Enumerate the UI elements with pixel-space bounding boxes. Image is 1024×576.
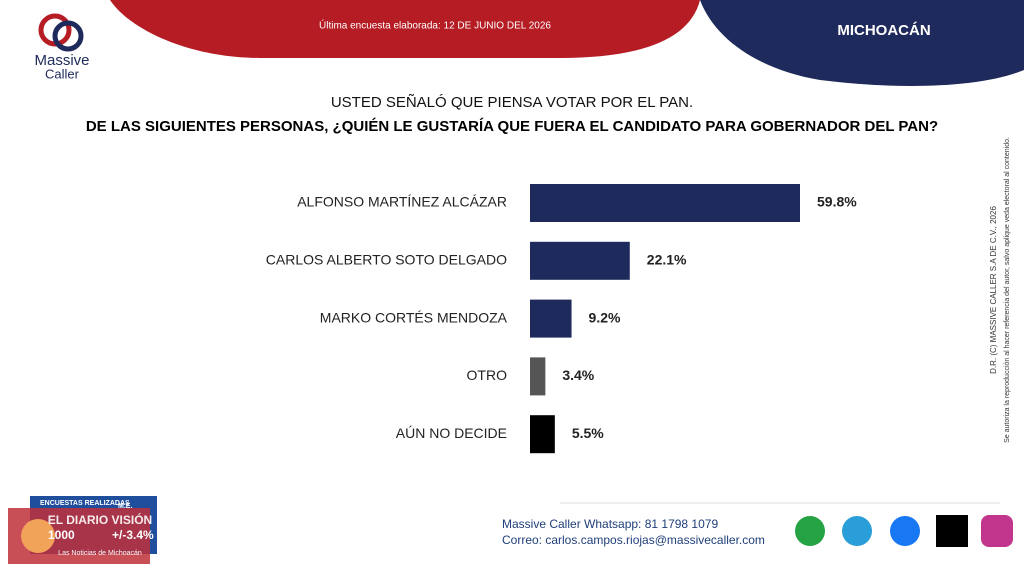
- watermark-logo: [21, 519, 55, 553]
- whatsapp-icon[interactable]: [795, 516, 825, 546]
- value-label: 59.8%: [817, 194, 857, 210]
- logo-text: Massive: [34, 52, 89, 69]
- facebook-icon[interactable]: [890, 516, 920, 546]
- category-label: ALFONSO MARTÍNEZ ALCÁZAR: [297, 194, 507, 210]
- category-label: MARKO CORTÉS MENDOZA: [320, 309, 508, 325]
- side-note-line: D.R. (C) MASSIVE CALLER S.A DE C.V., 202…: [989, 206, 998, 374]
- bar: [530, 241, 630, 280]
- bar: [530, 184, 800, 222]
- watermark-tagline: Las Noticias de Michoacán: [58, 550, 142, 557]
- sample-label: M.E.: [118, 503, 132, 510]
- category-label: OTRO: [467, 367, 508, 383]
- footer-email: Correo: carlos.campos.riojas@massivecall…: [502, 533, 765, 547]
- sample-margin: +/-3.4%: [112, 528, 154, 542]
- chart-title: USTED SEÑALÓ QUE PIENSA VOTAR POR EL PAN…: [331, 94, 693, 111]
- logo: [38, 13, 84, 52]
- telegram-icon[interactable]: [842, 516, 872, 546]
- footer-whatsapp: Massive Caller Whatsapp: 81 1798 1079: [502, 517, 718, 531]
- header-navy-band: [700, 0, 1024, 86]
- side-note-line: Se autoriza la reproducción al hacer ref…: [1004, 137, 1011, 443]
- bar: [530, 415, 555, 454]
- value-label: 22.1%: [647, 252, 687, 268]
- category-label: CARLOS ALBERTO SOTO DELGADO: [266, 252, 507, 268]
- side-note: D.R. (C) MASSIVE CALLER S.A DE C.V., 202…: [989, 137, 1011, 443]
- value-label: 9.2%: [589, 309, 621, 325]
- instagram-icon[interactable]: [981, 515, 1013, 547]
- value-label: 5.5%: [572, 425, 604, 441]
- value-label: 3.4%: [562, 367, 594, 383]
- bar: [530, 299, 572, 338]
- social-icons: [795, 515, 1013, 547]
- logo-ring: [52, 20, 84, 52]
- chart-subtitle: DE LAS SIGUIENTES PERSONAS, ¿QUIÉN LE GU…: [86, 118, 938, 135]
- sample-count: 1000: [48, 528, 75, 542]
- bar: [530, 357, 546, 396]
- survey-date: Última encuesta elaborada: 12 DE JUNIO D…: [319, 19, 551, 32]
- region: MICHOACÁN: [837, 22, 930, 39]
- watermark-name: EL DIARIO VISIÓN: [48, 512, 152, 527]
- logo-text: Caller: [45, 66, 80, 81]
- category-label: AÚN NO DECIDE: [396, 425, 507, 441]
- sample-label: ENCUESTAS REALIZADAS: [40, 500, 130, 507]
- x-icon[interactable]: [936, 515, 968, 547]
- header-red-band: [110, 0, 700, 58]
